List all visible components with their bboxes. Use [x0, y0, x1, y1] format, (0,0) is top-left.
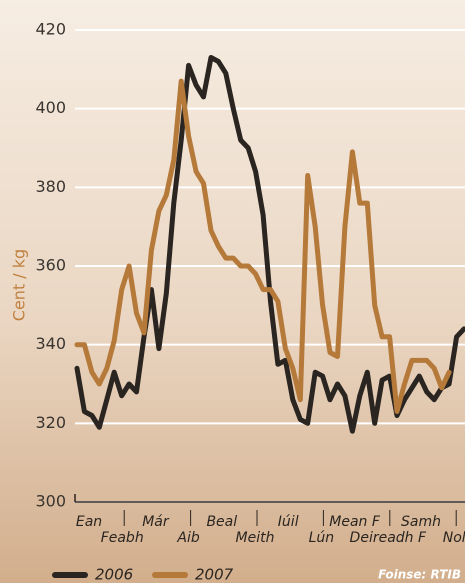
y-tick-label: 300	[35, 492, 66, 511]
series-line	[74, 78, 452, 414]
x-tick-label: Deireadh F	[350, 530, 427, 546]
x-tick-label: Beal	[206, 514, 237, 530]
x-tick-label: Samh	[401, 514, 441, 530]
y-tick-label: 400	[35, 98, 66, 117]
x-tick-label: Lún	[309, 530, 335, 546]
x-tick-label: Ean	[76, 514, 102, 530]
y-tick-label: 360	[35, 256, 66, 275]
x-tick-label: Iúil	[278, 514, 299, 530]
y-tick-label: 380	[35, 177, 66, 196]
x-tick-label: Már	[142, 514, 170, 530]
x-tick-label: Meith	[236, 530, 275, 546]
x-tick-label: Aib	[176, 530, 199, 546]
y-tick-label: 320	[35, 413, 66, 432]
legend-label: 2007	[195, 566, 234, 583]
legend-label: 2006	[95, 566, 133, 583]
x-tick-label: Nol	[443, 530, 465, 546]
y-axis-label: Cent / kg	[10, 249, 29, 321]
x-tick-label: Feabh	[101, 530, 144, 546]
source: Foinse: RTIB	[378, 568, 461, 582]
y-tick-label: 420	[35, 20, 66, 39]
y-tick-label: 340	[35, 334, 66, 353]
x-tick-label: Mean F	[329, 514, 381, 530]
